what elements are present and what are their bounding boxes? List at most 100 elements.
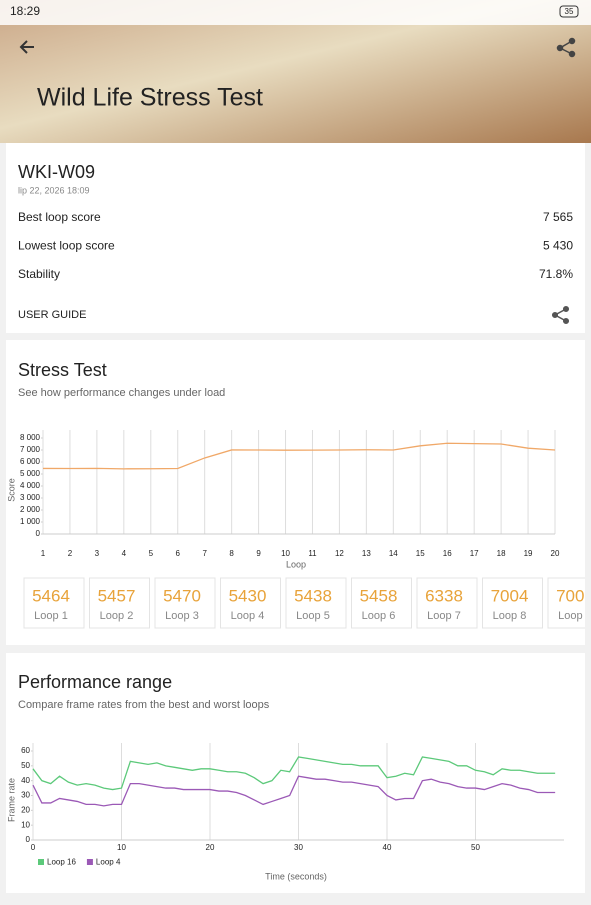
x-tick-label: 40 [383, 843, 392, 852]
loop-card [482, 577, 543, 629]
section-subtitle: Compare frame rates from the best and wo… [18, 699, 270, 711]
summary-card [6, 143, 585, 333]
x-tick-label: 11 [308, 549, 317, 558]
x-tick-label: 50 [471, 843, 480, 852]
loop-card [285, 577, 347, 629]
loop-label: Loop 2 [100, 610, 134, 622]
loop-card [416, 577, 478, 629]
legend-label: Loop 16 [47, 858, 76, 867]
loop-strip: 5464 Loop 1 5457 Loop 2 5470 Loop 3 5430 Loop 4… [23, 577, 591, 629]
x-tick-label: 2 [68, 549, 73, 558]
section-subtitle: See how performance changes under load [18, 387, 225, 399]
page-title: Wild Life Stress Test [37, 84, 263, 112]
loop-label: Loop 7 [427, 610, 461, 622]
y-axis-label: Score [6, 478, 16, 502]
x-tick-label: 13 [362, 549, 371, 558]
loop-score: 5430 [229, 586, 267, 605]
legend-swatch [38, 859, 44, 865]
row-value: 7 565 [543, 210, 573, 224]
loop-label: Loop 9 [558, 610, 591, 622]
loop-card [351, 577, 412, 629]
loop-score: 6338 [425, 586, 463, 605]
loop-score: 5457 [98, 586, 136, 605]
loop-label: Loop 6 [362, 610, 396, 622]
x-tick-label: 3 [95, 549, 100, 558]
x-tick-label: 14 [389, 549, 398, 558]
x-tick-label: 15 [416, 549, 425, 558]
y-tick-label: 0 [26, 835, 31, 844]
x-tick-label: 30 [294, 843, 303, 852]
x-tick-label: 10 [281, 549, 290, 558]
loop-label: Loop 8 [493, 610, 527, 622]
clock: 18:29 [10, 4, 40, 18]
y-tick-label: 40 [21, 776, 30, 785]
y-axis-label: Frame rate [6, 778, 16, 822]
y-tick-label: 2 000 [20, 505, 41, 514]
section-title: Stress Test [18, 360, 107, 380]
x-tick-label: 17 [470, 549, 479, 558]
x-tick-label: 16 [443, 549, 452, 558]
x-tick-label: 12 [335, 549, 344, 558]
y-tick-label: 4 000 [20, 481, 41, 490]
y-tick-label: 6 000 [20, 457, 41, 466]
data-line [32, 756, 556, 791]
loop-score: 7004 [491, 586, 529, 605]
x-tick-label: 18 [497, 549, 506, 558]
y-tick-label: 20 [21, 805, 30, 814]
row-value: 5 430 [543, 239, 573, 253]
x-tick-label: 6 [176, 549, 181, 558]
loop-label: Loop 1 [34, 610, 68, 622]
status-bar [0, 0, 591, 25]
row-label: Best loop score [18, 210, 101, 224]
share-button[interactable] [556, 37, 576, 58]
y-tick-label: 7 000 [20, 445, 41, 454]
y-tick-label: 1 000 [20, 517, 41, 526]
x-axis-label: Loop [286, 559, 306, 569]
legend-label: Loop 4 [96, 858, 121, 867]
legend-swatch [86, 859, 93, 865]
loop-card [547, 577, 585, 629]
y-tick-label: 60 [21, 746, 30, 755]
battery: 35 [565, 7, 574, 16]
y-tick-label: 50 [21, 761, 30, 770]
data-line [42, 442, 556, 470]
loop-score: 5470 [163, 586, 201, 605]
x-tick-label: 9 [256, 549, 261, 558]
device-name: WKI-W09 [18, 162, 95, 182]
test-date: lip 22, 2026 18:09 [18, 185, 90, 195]
share-result[interactable] [551, 305, 570, 325]
y-tick-label: 5 000 [20, 469, 41, 478]
loop-score: 7001 [556, 586, 591, 605]
y-tick-label: 3 000 [20, 493, 41, 502]
loop-score: 5438 [294, 586, 332, 605]
loop-label: Loop 3 [165, 610, 199, 622]
row-value: 71.8% [539, 267, 573, 281]
back-button[interactable] [19, 40, 34, 54]
x-tick-label: 10 [117, 843, 126, 852]
data-line [32, 775, 556, 807]
loop-score: 5458 [360, 586, 398, 605]
loop-card [23, 577, 85, 629]
row-label: Lowest loop score [18, 239, 115, 253]
loop-score: 5464 [32, 586, 70, 605]
y-tick-label: 0 [36, 529, 41, 538]
x-tick-label: 1 [41, 549, 46, 558]
y-tick-label: 30 [21, 791, 30, 800]
x-tick-label: 4 [122, 549, 127, 558]
y-tick-label: 10 [21, 820, 30, 829]
x-tick-label: 20 [551, 549, 560, 558]
row-label: Stability [18, 267, 60, 281]
x-tick-label: 0 [31, 843, 36, 852]
user-guide[interactable]: USER GUIDE [18, 309, 86, 321]
loop-label: Loop 4 [231, 610, 265, 622]
x-tick-label: 5 [149, 549, 154, 558]
x-tick-label: 20 [206, 843, 215, 852]
x-tick-label: 7 [202, 549, 207, 558]
x-tick-label: 19 [524, 549, 533, 558]
loop-card [154, 577, 216, 629]
loop-card [220, 577, 281, 629]
section-title: Performance range [18, 672, 172, 692]
loop-card [89, 577, 150, 629]
